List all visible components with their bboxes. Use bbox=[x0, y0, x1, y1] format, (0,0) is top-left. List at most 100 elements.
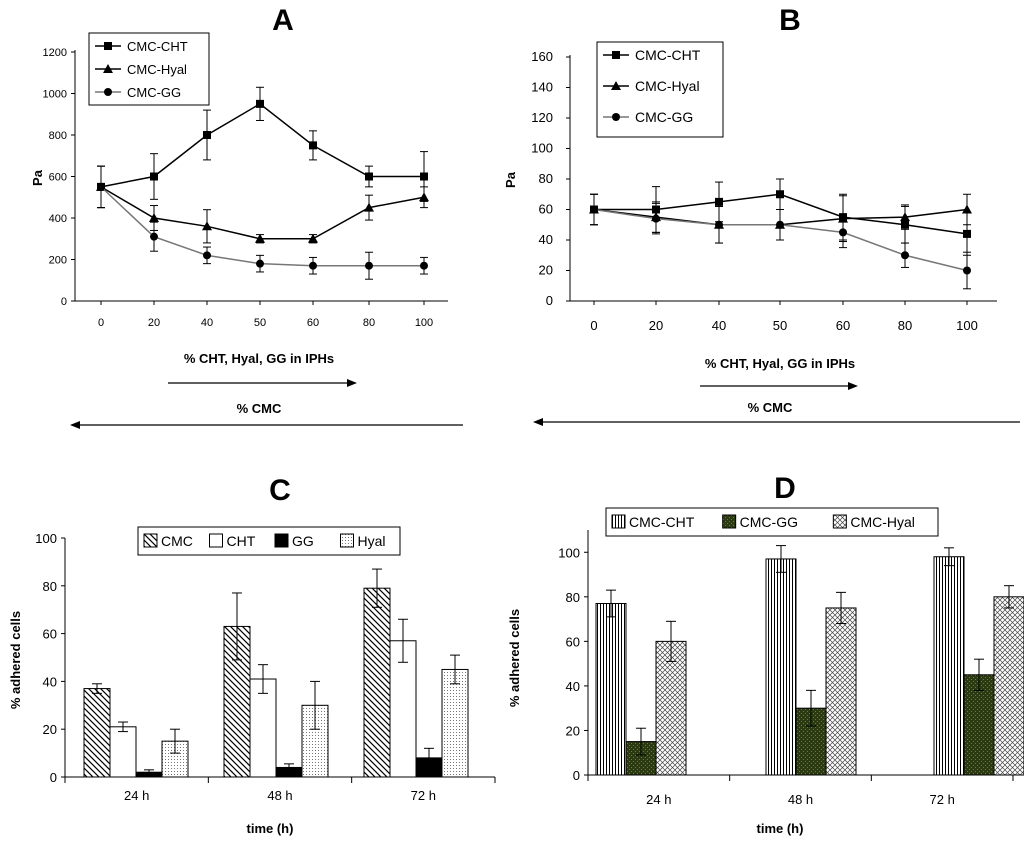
legend-marker bbox=[612, 51, 620, 59]
bar-hyal bbox=[441, 668, 469, 778]
data-point bbox=[776, 190, 784, 199]
x-tick-label: 40 bbox=[201, 317, 213, 329]
data-point bbox=[364, 202, 374, 212]
y-tick-label: 0 bbox=[546, 293, 553, 308]
legend-label: CHT bbox=[227, 533, 256, 549]
legend-swatch bbox=[722, 514, 737, 529]
y-tick-label: 160 bbox=[531, 49, 553, 64]
legend-label: Hyal bbox=[358, 533, 386, 549]
data-point bbox=[97, 182, 105, 191]
data-point bbox=[203, 251, 211, 260]
data-point bbox=[309, 261, 317, 270]
series-line-cmc-gg bbox=[100, 186, 424, 267]
y-tick-label: 800 bbox=[49, 130, 67, 142]
y-axis-title: % adhered cells bbox=[8, 611, 23, 709]
y-tick-label: 100 bbox=[35, 531, 57, 546]
legend-swatch bbox=[209, 533, 223, 548]
data-point bbox=[652, 214, 660, 223]
data-point bbox=[308, 233, 318, 243]
data-point bbox=[839, 228, 847, 237]
x-axis-title: % CHT, Hyal, GG in IPHs bbox=[184, 351, 334, 366]
arrow-ips-head bbox=[347, 379, 357, 387]
data-point bbox=[255, 233, 265, 243]
panel-letter: D bbox=[774, 472, 796, 505]
y-tick-label: 20 bbox=[566, 723, 580, 738]
bar-cmc-hyal bbox=[655, 640, 687, 776]
y-tick-label: 40 bbox=[566, 679, 580, 694]
data-point bbox=[776, 220, 784, 229]
legend-label: CMC bbox=[161, 533, 193, 549]
y-tick-label: 0 bbox=[50, 770, 57, 785]
legend-label: CMC-Hyal bbox=[127, 62, 187, 77]
legend-box bbox=[137, 526, 401, 556]
x-tick-label: 60 bbox=[836, 318, 850, 333]
legend-marker bbox=[103, 64, 113, 73]
x-tick-label: 80 bbox=[363, 317, 375, 329]
y-tick-label: 100 bbox=[531, 141, 553, 156]
x-tick-label: 72 h bbox=[411, 788, 436, 803]
y-tick-label: 80 bbox=[539, 171, 553, 186]
data-point bbox=[202, 221, 212, 231]
x-tick-label: 100 bbox=[415, 317, 433, 329]
x-tick-label: 48 h bbox=[788, 792, 813, 807]
x-tick-label: 0 bbox=[590, 318, 597, 333]
y-tick-label: 60 bbox=[43, 627, 57, 642]
y-tick-label: 60 bbox=[539, 202, 553, 217]
data-point bbox=[203, 131, 211, 139]
series-line-cmc-hyal bbox=[100, 186, 425, 240]
panel-d: D 0 20 40 60 80 100 24 h 48 h 72 h % adhered cells… bbox=[507, 472, 1024, 836]
bar-cmc-cht bbox=[933, 556, 965, 776]
legend-marker bbox=[611, 81, 621, 90]
panel-letter: A bbox=[272, 4, 294, 37]
legend-label: CMC-GG bbox=[127, 85, 181, 100]
legend-label: CMC-CHT bbox=[127, 39, 188, 54]
panel-c: C 0 20 40 60 80 100 24 h 48 h 72 h % adhered cells… bbox=[8, 474, 496, 836]
arrow-ips-head bbox=[848, 382, 858, 390]
x-tick-label: 40 bbox=[712, 318, 726, 333]
data-point bbox=[963, 266, 971, 275]
y-tick-label: 600 bbox=[49, 172, 67, 184]
x-axis-title: % CHT, Hyal, GG in IPHs bbox=[705, 356, 855, 371]
x-tick-label: 20 bbox=[649, 318, 663, 333]
panel-letter: B bbox=[779, 4, 801, 37]
legend-swatch bbox=[274, 533, 289, 548]
data-point bbox=[901, 251, 909, 260]
y-tick-label: 200 bbox=[49, 255, 67, 267]
panel-b: B 0 20 40 60 80 100 120 140 160 0 20 40 50 60 80 100 Pa % … bbox=[503, 4, 1020, 426]
legend-label: CMC-GG bbox=[740, 514, 798, 530]
x-tick-label: 50 bbox=[254, 317, 266, 329]
x-axis-title: time (h) bbox=[247, 821, 294, 836]
data-point bbox=[962, 204, 972, 214]
x-tick-label: 20 bbox=[148, 317, 160, 329]
bar-cht bbox=[249, 678, 277, 778]
cmc-axis-label: % CMC bbox=[748, 400, 793, 415]
series-line-cmc-cht bbox=[100, 102, 424, 188]
y-tick-label: 140 bbox=[531, 80, 553, 95]
y-tick-label: 20 bbox=[539, 263, 553, 278]
data-point bbox=[590, 205, 598, 214]
y-tick-label: 1200 bbox=[43, 47, 67, 59]
bar-cmc bbox=[83, 688, 111, 778]
data-point bbox=[420, 172, 428, 181]
y-tick-label: 0 bbox=[573, 768, 580, 783]
data-point bbox=[149, 213, 159, 222]
legend-swatch bbox=[143, 533, 158, 548]
y-tick-label: 0 bbox=[61, 296, 67, 308]
legend-marker bbox=[104, 42, 112, 50]
data-point bbox=[715, 197, 723, 206]
y-tick-label: 60 bbox=[566, 634, 580, 649]
data-point bbox=[150, 232, 158, 241]
y-tick-label: 80 bbox=[566, 590, 580, 605]
y-tick-label: 120 bbox=[531, 110, 553, 125]
bar-cmc-cht bbox=[765, 558, 797, 776]
x-tick-label: 100 bbox=[956, 318, 978, 333]
panel-letter: C bbox=[269, 474, 291, 507]
y-tick-label: 20 bbox=[43, 722, 57, 737]
legend-box bbox=[605, 507, 939, 537]
arrow-cmc-head bbox=[70, 421, 80, 429]
bar-cht bbox=[109, 726, 137, 778]
legend-marker bbox=[612, 113, 620, 121]
bar-cmc-gg bbox=[963, 674, 995, 776]
y-tick-label: 80 bbox=[43, 579, 57, 594]
data-point bbox=[365, 172, 373, 181]
